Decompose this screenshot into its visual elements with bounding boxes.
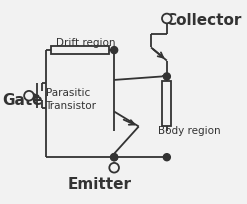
Circle shape <box>163 73 170 80</box>
Bar <box>51 46 109 54</box>
Circle shape <box>163 154 170 161</box>
Circle shape <box>111 154 118 161</box>
Bar <box>163 81 171 126</box>
Circle shape <box>24 91 34 101</box>
Text: Gate: Gate <box>2 93 43 109</box>
Circle shape <box>111 47 118 54</box>
Text: Drift region: Drift region <box>56 38 116 48</box>
Circle shape <box>111 154 118 161</box>
Text: Emitter: Emitter <box>68 177 132 192</box>
Text: Body region: Body region <box>158 126 221 136</box>
Text: Parasitic: Parasitic <box>45 88 90 98</box>
Text: Collector: Collector <box>165 13 241 28</box>
Circle shape <box>109 163 119 173</box>
Text: Transistor: Transistor <box>45 101 97 111</box>
Circle shape <box>162 14 172 23</box>
